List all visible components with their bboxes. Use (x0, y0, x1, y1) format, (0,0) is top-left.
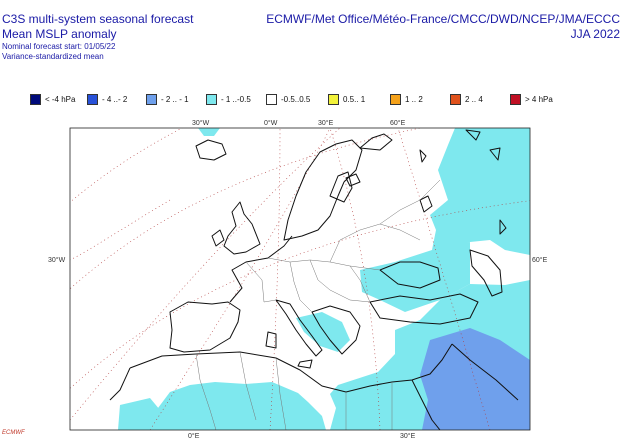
lon-label-60e-top: 60°E (390, 119, 406, 127)
legend-item: - 1 ..-0.5 (206, 92, 251, 106)
legend-item: - 4 ..- 2 (87, 92, 127, 106)
coastlines (109, 129, 519, 430)
lon-label-30e-top: 30°E (318, 119, 334, 127)
legend-swatch (206, 93, 217, 105)
lon-label-30e-bottom: 30°E (400, 432, 416, 440)
centres-list: ECMWF/Met Office/Météo-France/CMCC/DWD/N… (266, 12, 620, 26)
header-left: C3S multi-system seasonal forecast Mean … (2, 12, 193, 62)
legend-swatch (390, 93, 401, 105)
season-label: JJA 2022 (570, 27, 620, 41)
legend-item: < -4 hPa (30, 92, 75, 106)
anomaly-region-east-north (430, 128, 530, 255)
map-border (69, 127, 531, 431)
statistic-label: Variance-standardized mean (2, 52, 104, 61)
graticule (70, 128, 530, 430)
header-right: ECMWF/Met Office/Météo-France/CMCC/DWD/N… (266, 12, 620, 42)
variable-title: Mean MSLP anomaly (2, 27, 117, 41)
legend-label: 2 .. 4 (465, 94, 483, 104)
lat-label-right: 60°E (532, 256, 548, 264)
anomaly-region-nw-corner (198, 128, 220, 136)
lon-label-30w: 30°W (192, 119, 210, 127)
forecast-start: Nominal forecast start: 01/05/22 (2, 42, 116, 51)
legend-label: > 4 hPa (525, 94, 553, 104)
legend-item: 2 .. 4 (450, 92, 483, 106)
anomaly-region-adriatic (296, 312, 350, 352)
legend-item: 0.5.. 1 (328, 92, 365, 106)
legend-label: < -4 hPa (45, 94, 76, 104)
lat-label-left: 30°W (48, 256, 66, 264)
legend-item: -0.5..0.5 (266, 92, 310, 106)
legend-label: - 2 .. - 1 (161, 94, 189, 104)
lon-label-0e-bottom: 0°E (188, 432, 200, 440)
legend-swatch (450, 93, 461, 105)
legend-label: - 4 ..- 2 (102, 94, 128, 104)
legend-item: - 2 .. - 1 (146, 92, 189, 106)
legend-label: 0.5.. 1 (343, 94, 366, 104)
anomaly-region-strong-se (420, 328, 530, 430)
anomaly-region-turkey (360, 242, 470, 312)
lon-label-0w: 0°W (264, 119, 278, 127)
ecmwf-logo: ECMWF (2, 430, 25, 436)
legend-swatch (328, 93, 339, 105)
legend-swatch (146, 93, 157, 105)
legend-label: 1 .. 2 (405, 94, 423, 104)
anomaly-region-west-med (150, 382, 326, 430)
country-borders (195, 179, 441, 430)
anomaly-region-southwest (118, 398, 160, 430)
legend-item: 1 .. 2 (390, 92, 423, 106)
legend-label: - 1 ..-0.5 (221, 94, 251, 104)
legend-item: > 4 hPa (510, 92, 553, 106)
legend-swatch (30, 93, 41, 105)
legend-swatch (87, 93, 98, 105)
product-title: C3S multi-system seasonal forecast (2, 12, 194, 26)
legend-swatch (266, 93, 277, 105)
legend-swatch (510, 93, 521, 105)
legend-label: -0.5..0.5 (281, 94, 311, 104)
